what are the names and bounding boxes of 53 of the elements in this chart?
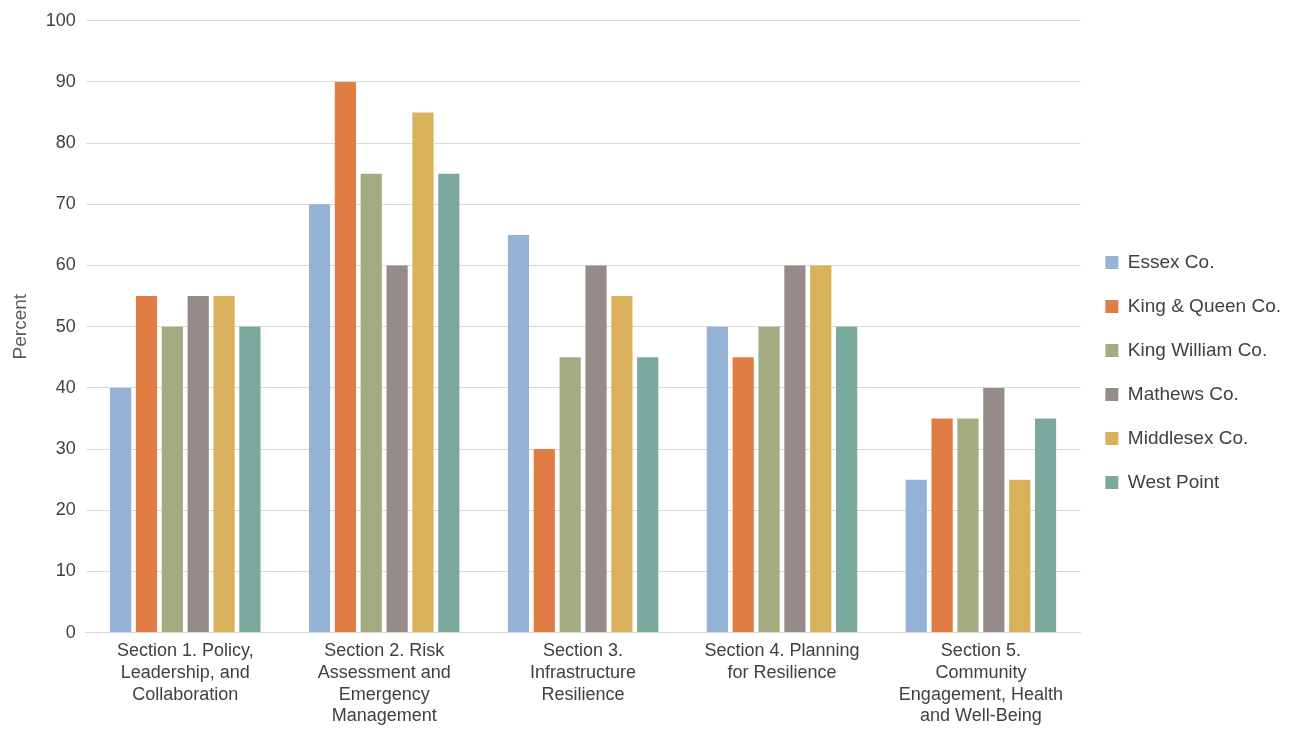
bar [213,296,235,633]
bar [931,418,953,633]
bar [507,234,530,633]
bar [637,357,659,633]
legend-label: Essex Co. [1127,250,1215,272]
bar [438,173,460,633]
y-tick-label: 50 [55,315,76,336]
legend-label: Mathews Co. [1127,382,1239,404]
y-tick-label: 100 [45,9,76,30]
bar [758,326,780,633]
bar [611,296,633,633]
bar [308,204,331,633]
legend-label: Middlesex Co. [1127,426,1249,448]
bar [1009,479,1031,633]
bar [836,326,858,633]
x-tick-label: Section 5. Community Engagement, Health and Well-Being [898,640,1063,726]
bar [110,387,132,633]
y-axis-title: Percent [8,293,30,360]
y-tick-label: 70 [55,193,76,214]
bar [1034,418,1057,633]
x-tick-label: Section 1. Policy, Leadership, and Collaboration [116,640,254,704]
bar [334,81,356,633]
bar [810,265,832,633]
y-tick-label: 20 [55,499,76,520]
bar [559,357,581,633]
y-tick-label: 60 [55,254,76,275]
bar [533,449,555,633]
bar [135,296,158,633]
y-tick-label: 80 [55,132,76,153]
bar [983,387,1005,633]
bar [187,296,209,633]
bar [784,265,806,633]
x-tick-label: Section 4. Planning for Resilience [704,640,860,682]
x-tick-label: Section 2. Risk Assessment and Emergency Management [317,640,451,726]
y-tick-label: 40 [55,376,76,397]
bar [386,265,408,633]
bar [161,326,183,633]
x-tick-label: Section 3. Infrastructure Resilience [530,640,637,704]
y-tick-label: 90 [55,70,76,91]
y-tick-label: 10 [55,560,76,581]
bar [239,326,261,633]
y-tick-label: 30 [55,438,76,459]
bar [905,479,927,633]
bar [706,326,728,633]
bar [412,112,434,633]
bar [585,265,607,633]
y-tick-label: 0 [65,621,76,642]
bar [957,418,979,633]
bar [360,173,382,633]
legend-label: King William Co. [1127,338,1268,360]
legend-label: King & Queen Co. [1127,294,1282,316]
legend-label: West Point [1127,470,1221,492]
bar [732,357,754,633]
